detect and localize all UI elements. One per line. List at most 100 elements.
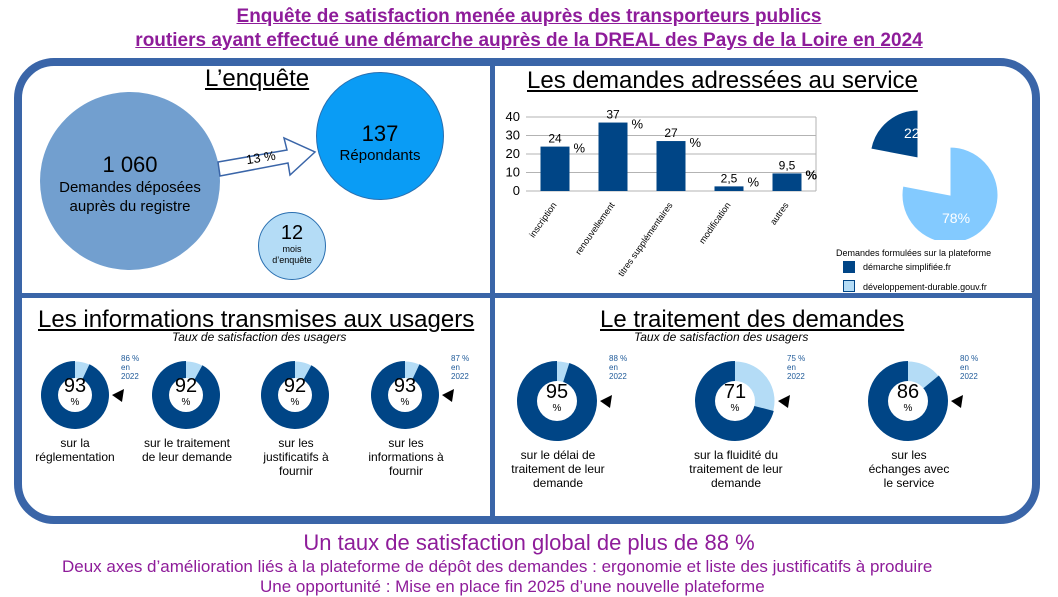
trend-arrow-head bbox=[951, 395, 963, 408]
footer-global-rate: Un taux de satisfaction global de plus d… bbox=[303, 530, 755, 555]
vertical-divider bbox=[490, 62, 495, 520]
satisfaction-donut bbox=[260, 360, 330, 430]
donut-description: sur la fluidité du traitement de leur de… bbox=[689, 448, 783, 490]
traitement-subtitle: Taux de satisfaction des usagers bbox=[634, 330, 809, 344]
y-tick-label: 0 bbox=[513, 183, 520, 198]
bar-unit-label: % bbox=[748, 174, 760, 189]
demandes-bar-chart: 0 10 20 30 40 24% inscription 37% renouvellement… bbox=[506, 108, 818, 279]
donut-hole bbox=[278, 378, 312, 412]
bar bbox=[714, 186, 744, 191]
trend-arrow-head bbox=[600, 395, 612, 408]
donut-value-label: 92 bbox=[174, 375, 198, 397]
category-label: titres supplémentaires bbox=[616, 200, 675, 278]
trend-arrow-head bbox=[112, 389, 124, 402]
main-frame bbox=[14, 58, 1040, 524]
bar-value-label: 37 bbox=[606, 108, 620, 122]
donut-hole bbox=[169, 378, 203, 412]
previous-year-rate: 75 % en 2022 bbox=[787, 354, 806, 381]
donut-value-label: 95 bbox=[545, 381, 569, 403]
demandes-number: 1 060 bbox=[102, 152, 158, 177]
repondants-number: 137 bbox=[361, 121, 399, 146]
demandes-line1: Demandes déposées bbox=[59, 179, 201, 196]
satisfaction-donut bbox=[867, 360, 949, 442]
donut-percent-sign: % bbox=[70, 397, 80, 408]
trend-arrow-icon bbox=[112, 389, 124, 402]
donut-hole bbox=[58, 378, 92, 412]
previous-year-rate: 88 % en 2022 bbox=[609, 354, 628, 381]
donut-percent-sign: % bbox=[181, 397, 191, 408]
donut-percent-sign: % bbox=[400, 397, 410, 408]
arrow-icon bbox=[217, 136, 317, 177]
donut-description: sur les échanges avec le service bbox=[868, 448, 950, 490]
y-tick-label: 20 bbox=[506, 146, 520, 161]
trend-arrow-head bbox=[442, 389, 454, 402]
donut-percent-sign: % bbox=[290, 397, 300, 408]
category-label: autres bbox=[768, 200, 791, 227]
bar bbox=[540, 146, 570, 191]
repondants-label: Répondants bbox=[339, 147, 421, 164]
satisfaction-donut bbox=[516, 360, 598, 442]
pie-label-developpement: 78% bbox=[942, 210, 970, 226]
footer-opportunite: Une opportunité : Mise en place fin 2025… bbox=[260, 577, 765, 596]
y-tick-label: 40 bbox=[506, 109, 520, 124]
category-label: inscription bbox=[527, 200, 558, 239]
demandes-circle: 1 060 Demandes déposées auprès du regist… bbox=[40, 92, 220, 270]
demandes-heading: Les demandes adressées au service bbox=[527, 67, 918, 94]
donut-hole bbox=[888, 381, 928, 421]
donut-percent-sign: % bbox=[552, 403, 562, 414]
y-tick-label: 30 bbox=[506, 128, 520, 143]
trend-arrow-head bbox=[778, 395, 790, 408]
bar bbox=[656, 141, 686, 191]
enquete-heading: L’enquête bbox=[205, 65, 310, 92]
bar bbox=[598, 122, 628, 191]
pie-label-demarche: 22% bbox=[904, 125, 932, 141]
donut-value-label: 93 bbox=[393, 375, 417, 397]
legend-label-developpement: développement-durable.gouv.fr bbox=[863, 282, 987, 292]
footer-axes: Deux axes d’amélioration liés à la plate… bbox=[62, 557, 933, 576]
pie-slice-demarche bbox=[870, 109, 919, 159]
trend-arrow-icon bbox=[442, 389, 454, 402]
satisfaction-donut bbox=[370, 360, 440, 430]
page-title-line1: Enquête de satisfaction menée auprès des… bbox=[236, 6, 822, 27]
donut-percent-sign: % bbox=[730, 403, 740, 414]
bar-unit-label: % bbox=[690, 135, 702, 150]
repondants-circle: 137 Répondants bbox=[316, 72, 444, 200]
previous-year-rate: 87 % en 2022 bbox=[451, 354, 470, 381]
bar-unit-label: % bbox=[574, 141, 586, 156]
donut-value-label: 93 bbox=[63, 375, 87, 397]
donut-description: sur le délai de traitement de leur deman… bbox=[511, 448, 605, 490]
bar-value-label: 27 bbox=[664, 126, 678, 140]
satisfaction-donut bbox=[40, 360, 110, 430]
plateforme-pie-chart: 22% 78% bbox=[870, 109, 999, 240]
donut-description: sur le traitement de leur demande bbox=[141, 436, 233, 464]
y-tick-label: 10 bbox=[506, 165, 520, 180]
bar-unit-label: % bbox=[632, 117, 644, 132]
informations-heading: Les informations transmises aux usagers bbox=[38, 306, 475, 333]
previous-year-rate: 80 % en 2022 bbox=[960, 354, 979, 381]
legend-swatch-developpement bbox=[843, 280, 855, 292]
donut-hole bbox=[715, 381, 755, 421]
horizontal-divider bbox=[18, 293, 1036, 298]
donut-hole bbox=[388, 378, 422, 412]
mois-line2: d’enquête bbox=[272, 255, 312, 265]
bar bbox=[772, 173, 802, 191]
bar-value-label: 9,5 bbox=[779, 158, 796, 172]
informations-subtitle: Taux de satisfaction des usagers bbox=[172, 330, 347, 344]
mois-line1: mois bbox=[282, 244, 302, 254]
bar-unit-label: % bbox=[806, 167, 818, 182]
donut-description: sur les justificatifs à fournir bbox=[263, 436, 329, 478]
trend-arrow-icon bbox=[600, 395, 612, 408]
pie-slice-developpement bbox=[901, 146, 999, 240]
donut-value-label: 86 bbox=[896, 381, 920, 403]
legend-label-demarche: démarche simplifiée.fr bbox=[863, 262, 952, 272]
legend-title: Demandes formulées sur la plateforme bbox=[836, 248, 992, 258]
mois-circle: 12 mois d’enquête bbox=[258, 212, 326, 280]
satisfaction-donut bbox=[694, 360, 776, 442]
donut-value-label: 71 bbox=[723, 381, 747, 403]
mois-number: 12 bbox=[280, 222, 304, 244]
page-title-line2: routiers ayant effectué une démarche aup… bbox=[135, 30, 923, 51]
demandes-line2: auprès du registre bbox=[69, 198, 191, 215]
donut-percent-sign: % bbox=[903, 403, 913, 414]
satisfaction-donut bbox=[151, 360, 221, 430]
donut-description: sur la réglementation bbox=[35, 436, 115, 464]
